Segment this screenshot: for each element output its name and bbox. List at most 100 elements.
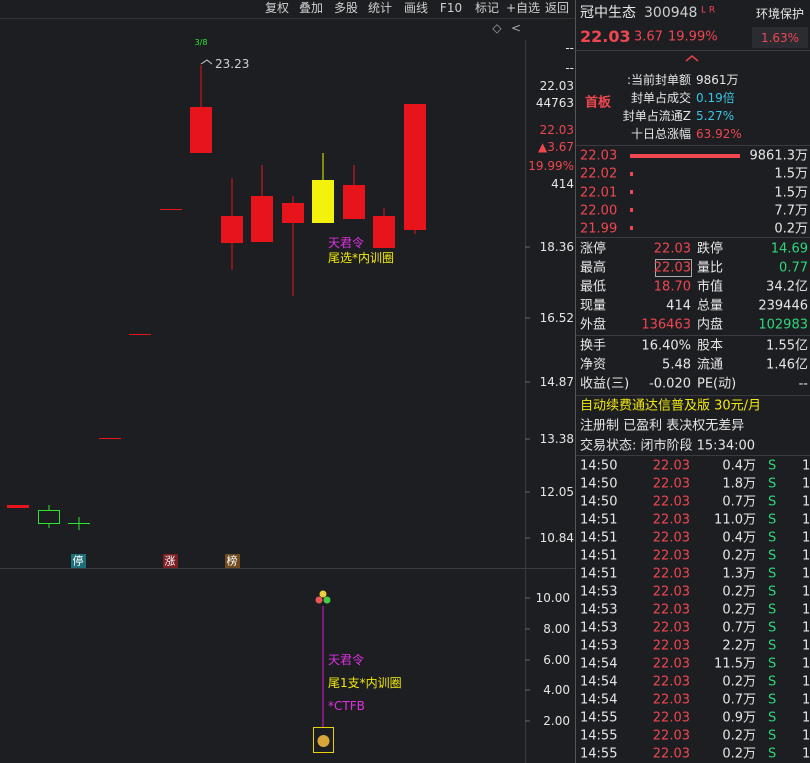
tick-price: 22.03 (652, 530, 690, 546)
high-label: 23.23 (215, 57, 250, 71)
axis-label: 19.99% (528, 159, 574, 173)
order-volume: 7.7万 (774, 203, 808, 219)
signal-label: 天君令 (328, 653, 365, 667)
status: 交易状态: 闭市阶段 15:34:00 (580, 438, 756, 454)
toolbar-button[interactable]: 叠加 (298, 1, 324, 15)
stat-value: 1.46亿 (766, 357, 808, 373)
tick-count: 1 (802, 638, 810, 654)
candle (7, 505, 29, 508)
tick-price: 22.03 (652, 638, 690, 654)
toolbar-button[interactable]: +自选 (505, 1, 541, 15)
tick-count: 1 (802, 512, 810, 528)
toolbar-button[interactable]: 复权 (264, 1, 290, 15)
tick-time: 14:51 (580, 530, 618, 546)
toolbar-button[interactable]: 统计 (367, 1, 393, 15)
stat-value: 34.2亿 (766, 279, 808, 295)
tick-time: 14:55 (580, 710, 618, 726)
candle (343, 185, 365, 219)
tick-count: 1 (802, 728, 810, 744)
info-label: :当前封单额 (626, 73, 691, 87)
tick-price: 22.03 (652, 710, 690, 726)
axis-label: 6.00 (543, 653, 570, 667)
tick-count: 1 (802, 494, 810, 510)
stat-label: 股本 (697, 338, 724, 354)
info-label: 十日总涨幅 (630, 127, 691, 141)
axis-label: 22.03 (539, 79, 574, 93)
tick-price: 22.03 (652, 602, 690, 618)
axis-label: 22.03 (539, 123, 574, 137)
tick-count: 1 (802, 602, 810, 618)
tick-side: S (768, 728, 777, 744)
tick-count: 1 (802, 476, 810, 492)
stat-value: 22.03 (653, 241, 691, 257)
tick-volume: 0.4万 (722, 458, 756, 474)
tick-price: 22.03 (652, 674, 690, 690)
tick-volume: 11.0万 (714, 512, 756, 528)
icon-diamond[interactable]: ◇ (492, 21, 502, 35)
order-volume: 0.2万 (774, 221, 808, 237)
axis-label: 18.36 (539, 240, 574, 254)
balloon-icon (323, 596, 331, 604)
candle (404, 104, 426, 230)
tick-time: 14:50 (580, 476, 618, 492)
toolbar-button[interactable]: 返回 (544, 1, 570, 15)
balloon-icon (319, 590, 327, 598)
tick-side: S (768, 638, 777, 654)
tick-price: 22.03 (652, 656, 690, 672)
stat-value: 102983 (758, 317, 808, 333)
axis-label: 12.05 (539, 485, 574, 499)
expand-arrow[interactable] (685, 55, 699, 62)
tick-price: 22.03 (652, 494, 690, 510)
tick-count: 1 (802, 584, 810, 600)
tick-price: 22.03 (652, 620, 690, 636)
stat-label: 收益(三) (580, 376, 630, 392)
tick-time: 14:55 (580, 746, 618, 762)
axis-label: ▲3.67 (538, 140, 574, 154)
tick-count: 1 (802, 530, 810, 546)
tick-side: S (768, 602, 777, 618)
toolbar-button[interactable]: F10 (439, 1, 463, 15)
toolbar-button[interactable]: 画线 (403, 1, 429, 15)
icon-collapse[interactable]: < (511, 21, 521, 35)
tick-time: 14:51 (580, 566, 618, 582)
tick-side: S (768, 458, 777, 474)
axis-label: 414 (551, 177, 574, 191)
candle (373, 216, 395, 248)
info-value: 0.19倍 (696, 91, 735, 105)
tick-side: S (768, 566, 777, 582)
stat-label: 净资 (580, 357, 607, 373)
promo[interactable]: 自动续费通达信普及版 30元/月 (580, 398, 762, 414)
tick-price: 22.03 (652, 548, 690, 564)
marker-box (225, 554, 240, 568)
tick-volume: 0.4万 (722, 530, 756, 546)
info-value: 63.92% (696, 127, 742, 141)
stat-value: -- (798, 376, 808, 392)
tick-price: 22.03 (652, 584, 690, 600)
order-price: 22.02 (580, 166, 618, 182)
candle (190, 107, 212, 153)
tick-side: S (768, 548, 777, 564)
toolbar-button[interactable]: 标记 (474, 1, 500, 15)
axis-label: 14.87 (539, 375, 574, 389)
board: 首板 (585, 95, 612, 111)
sector[interactable]: 环境保护 (755, 7, 805, 21)
tick-price: 22.03 (652, 566, 690, 582)
stat-label: 内盘 (697, 317, 724, 333)
tick-time: 14:50 (580, 494, 618, 510)
toolbar-button[interactable]: 多股 (333, 1, 359, 15)
tick-count: 1 (802, 674, 810, 690)
sector-pct: 1.63% (760, 31, 800, 45)
stat-label: PE(动) (697, 376, 737, 392)
tick-volume: 2.2万 (722, 638, 756, 654)
tick-side: S (768, 746, 777, 762)
candle (282, 203, 304, 223)
tick-volume: 0.2万 (722, 584, 756, 600)
marker: 涨 (164, 554, 176, 568)
axis-label: -- (565, 41, 574, 55)
tick-side: S (768, 620, 777, 636)
tick-count: 1 (802, 710, 810, 726)
stat-label: 量比 (697, 260, 724, 276)
marker: 停 (72, 554, 84, 568)
axis-label: 16.52 (539, 311, 574, 325)
